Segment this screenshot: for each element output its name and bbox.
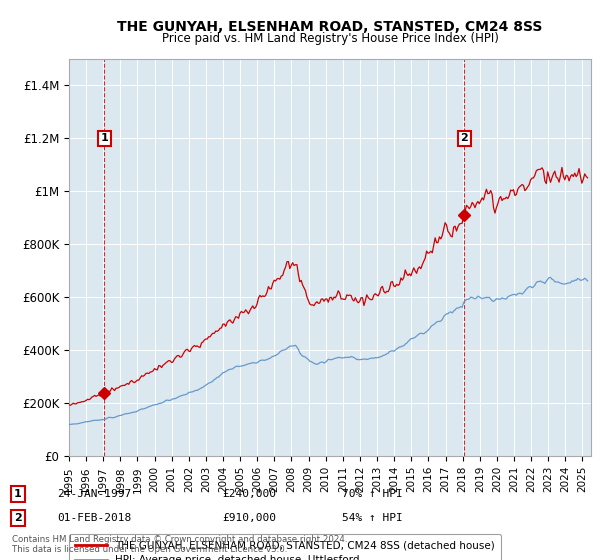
Text: £240,000: £240,000 [222,489,276,499]
Text: 01-FEB-2018: 01-FEB-2018 [57,513,131,523]
Legend: THE GUNYAH, ELSENHAM ROAD, STANSTED, CM24 8SS (detached house), HPI: Average pri: THE GUNYAH, ELSENHAM ROAD, STANSTED, CM2… [69,534,501,560]
Text: 1: 1 [101,133,109,143]
Text: Contains HM Land Registry data © Crown copyright and database right 2024.
This d: Contains HM Land Registry data © Crown c… [12,535,347,554]
Text: 70% ↑ HPI: 70% ↑ HPI [342,489,403,499]
Text: 2: 2 [460,133,468,143]
Text: Price paid vs. HM Land Registry's House Price Index (HPI): Price paid vs. HM Land Registry's House … [161,32,499,45]
Text: 2: 2 [14,513,22,523]
Text: 54% ↑ HPI: 54% ↑ HPI [342,513,403,523]
Text: 1: 1 [14,489,22,499]
Text: THE GUNYAH, ELSENHAM ROAD, STANSTED, CM24 8SS: THE GUNYAH, ELSENHAM ROAD, STANSTED, CM2… [118,20,542,34]
Text: £910,000: £910,000 [222,513,276,523]
Text: 24-JAN-1997: 24-JAN-1997 [57,489,131,499]
